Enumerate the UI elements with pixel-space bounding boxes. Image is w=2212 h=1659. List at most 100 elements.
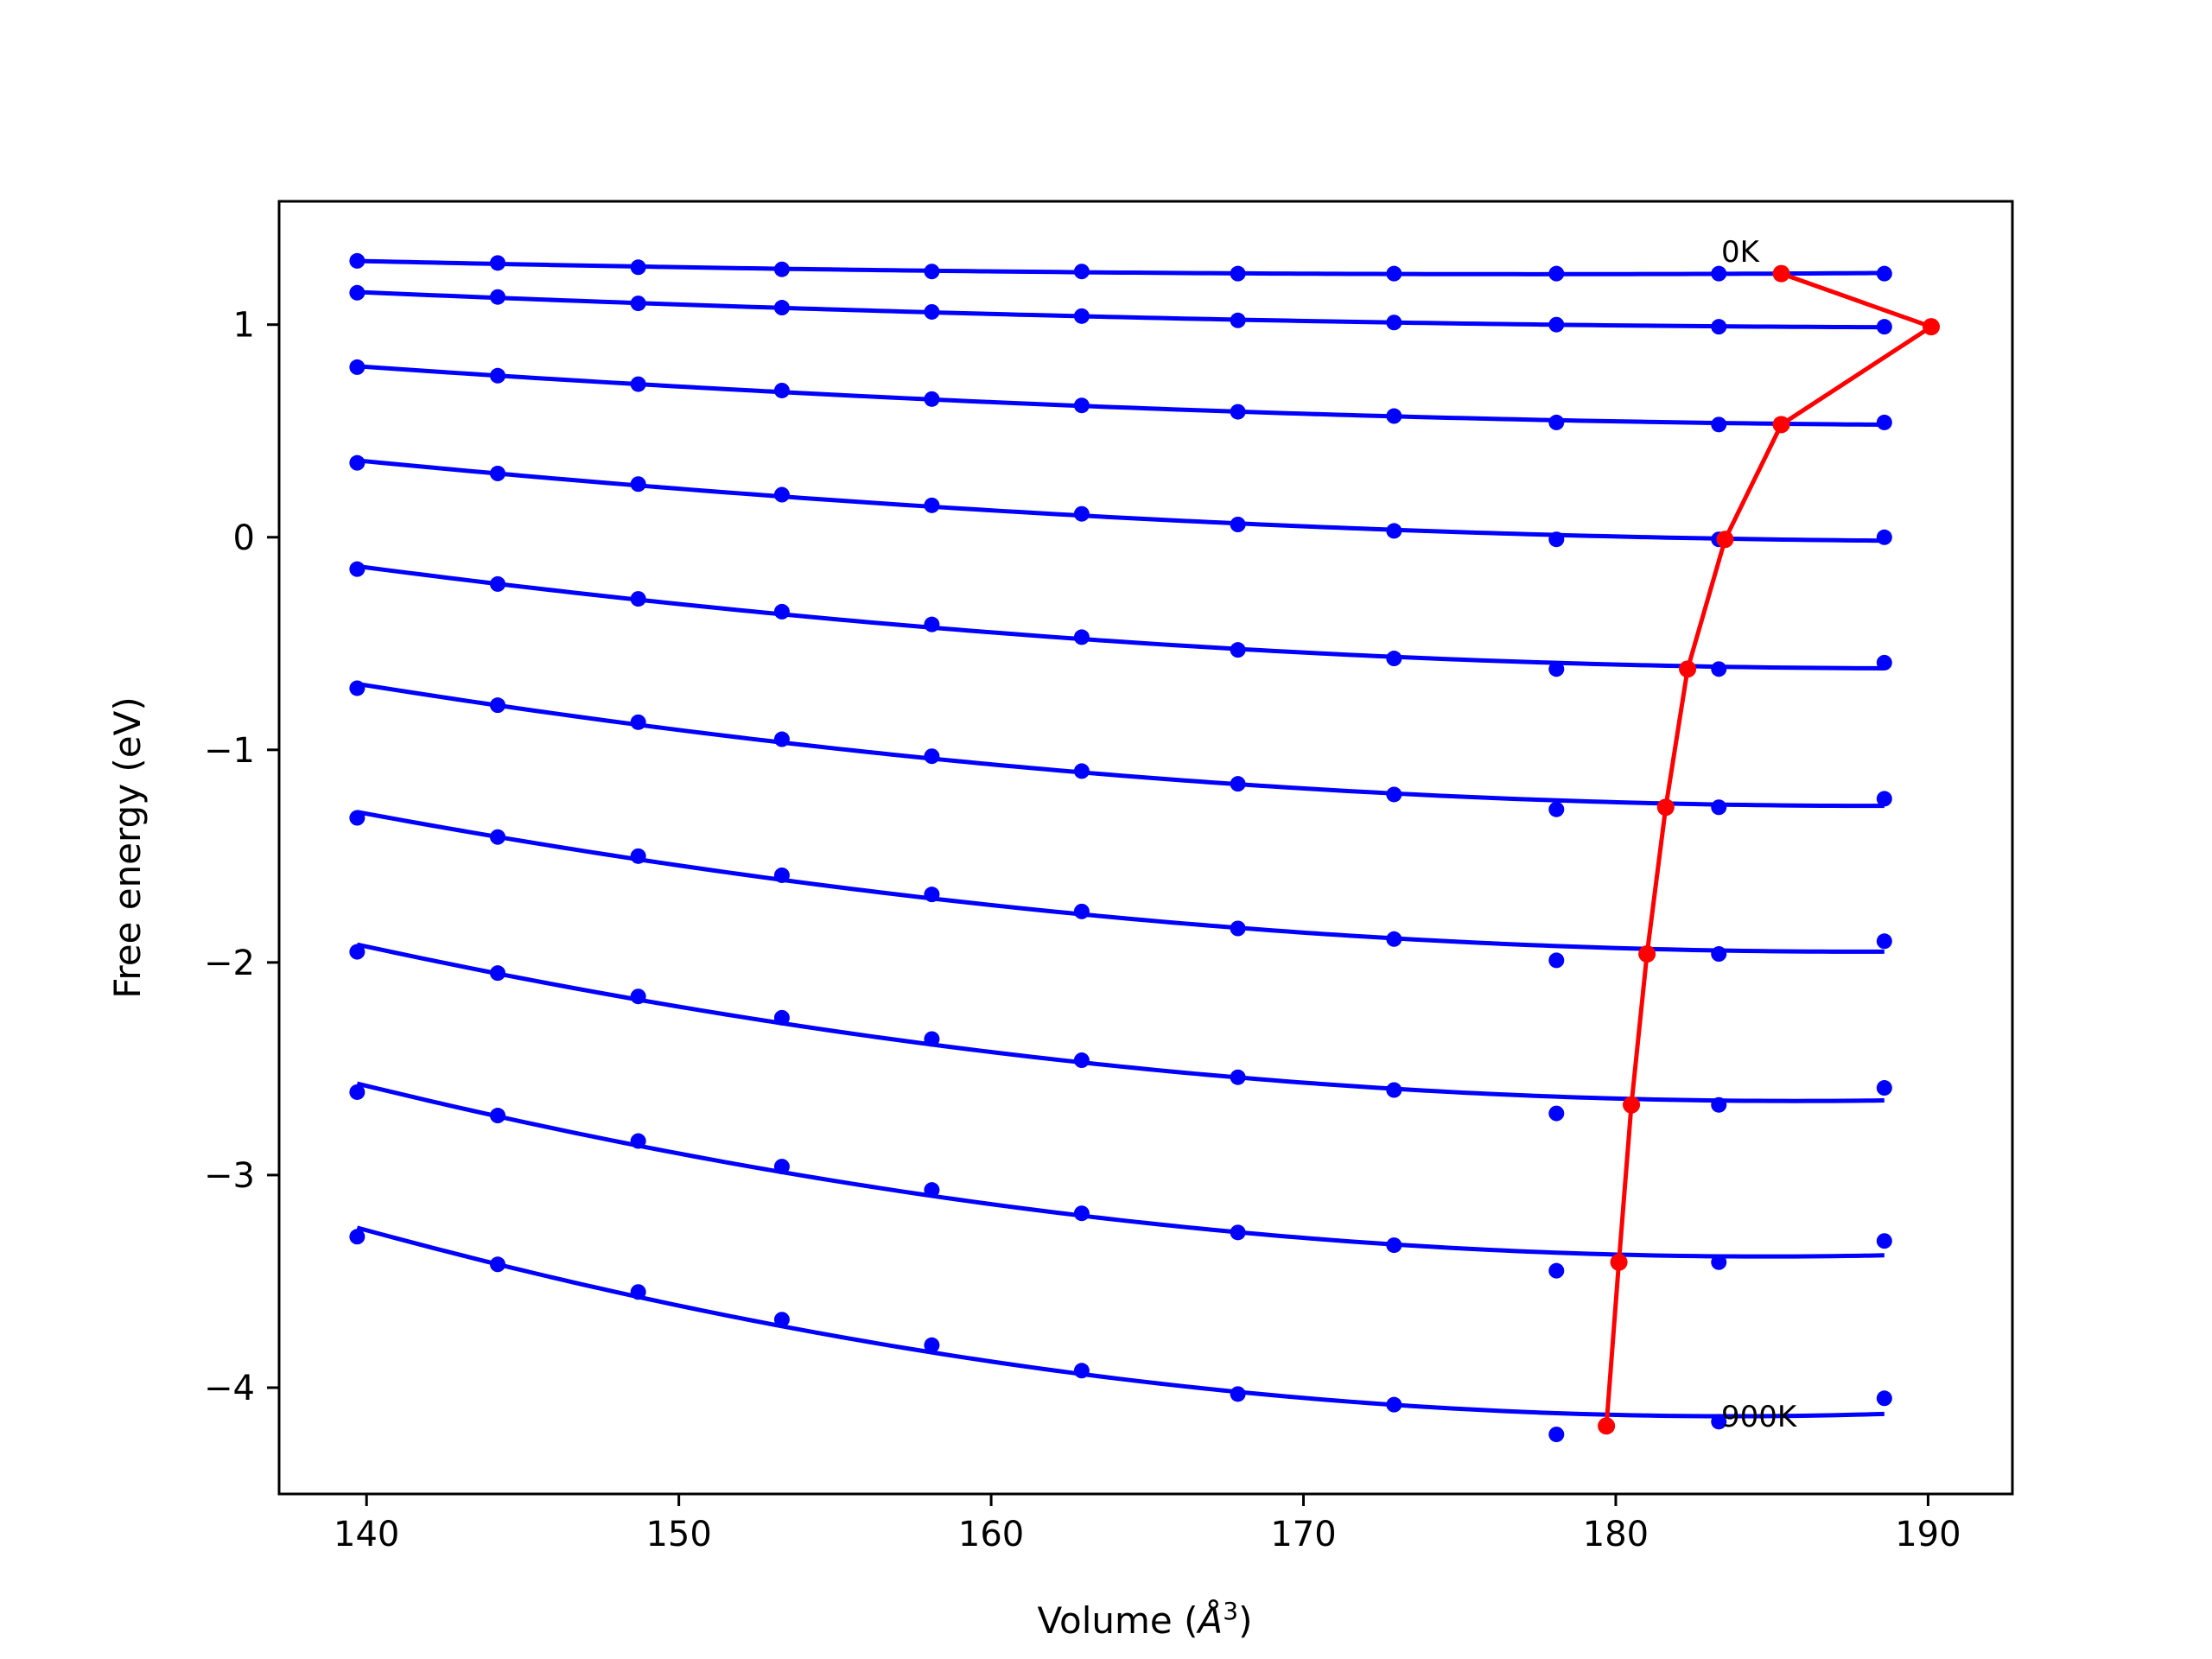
minimum-point xyxy=(1772,264,1790,283)
data-point xyxy=(1073,264,1090,280)
data-point xyxy=(1073,1363,1090,1379)
y-tick-label: −3 xyxy=(204,1156,255,1196)
data-point xyxy=(1548,531,1565,548)
data-point xyxy=(1548,316,1565,333)
data-point xyxy=(773,603,790,620)
y-axis-label: Free energy (eV) xyxy=(106,696,149,999)
data-point xyxy=(1073,629,1090,645)
data-point xyxy=(490,697,506,714)
annotation-900k: 900K xyxy=(1721,1400,1798,1434)
x-tick-label: 170 xyxy=(1270,1515,1336,1554)
data-point xyxy=(490,829,506,845)
data-point xyxy=(490,575,506,592)
data-point xyxy=(1073,903,1090,919)
data-point xyxy=(773,867,790,883)
data-point xyxy=(1876,414,1892,430)
data-point xyxy=(1073,763,1090,779)
y-tick-label: 0 xyxy=(233,518,255,558)
minimum-point xyxy=(1610,1253,1628,1271)
minimum-point xyxy=(1679,660,1697,678)
data-point xyxy=(1386,931,1402,947)
data-point xyxy=(349,810,365,826)
data-point xyxy=(630,714,646,730)
data-point xyxy=(1073,1205,1090,1222)
data-point xyxy=(630,848,646,864)
data-point xyxy=(490,1108,506,1124)
minimum-locus-line xyxy=(1604,271,1936,1427)
data-point xyxy=(1876,1390,1892,1407)
data-point xyxy=(1876,1233,1892,1249)
data-point xyxy=(349,359,365,375)
data-point xyxy=(1711,1414,1727,1430)
data-point xyxy=(924,497,940,513)
x-tick-label: 140 xyxy=(334,1515,399,1554)
x-tick-label: 180 xyxy=(1583,1515,1649,1554)
data-point xyxy=(1073,397,1090,414)
data-point xyxy=(490,289,506,305)
data-point xyxy=(773,1159,790,1175)
data-point xyxy=(1548,952,1565,969)
data-point xyxy=(630,591,646,607)
data-point xyxy=(1230,920,1246,937)
data-point xyxy=(773,382,790,398)
fit-curve-5 xyxy=(356,682,1885,809)
minimum-point xyxy=(1623,1096,1641,1114)
data-point xyxy=(773,486,790,503)
data-point xyxy=(1548,1427,1565,1443)
x-axis-ticks: 140 150 160 170 180 190 xyxy=(334,1494,1961,1554)
data-point xyxy=(1711,319,1727,335)
fit-curve-0 xyxy=(357,258,1885,276)
data-point xyxy=(1386,1082,1402,1098)
fit-curve-3 xyxy=(357,458,1885,543)
data-point xyxy=(1230,642,1246,658)
data-point xyxy=(1230,1386,1246,1402)
data-point xyxy=(349,252,365,269)
data-point xyxy=(924,391,940,407)
fit-curve-8 xyxy=(356,1081,1885,1259)
fit-curve-6 xyxy=(356,810,1885,954)
data-point xyxy=(349,1229,365,1245)
data-point xyxy=(924,748,940,765)
data-point xyxy=(1073,308,1090,324)
data-point xyxy=(1386,1396,1402,1413)
data-point xyxy=(773,300,790,316)
data-point xyxy=(1073,1052,1090,1069)
data-point xyxy=(1711,661,1727,677)
data-point xyxy=(1711,265,1727,282)
data-point xyxy=(773,261,790,277)
y-tick-label: −2 xyxy=(204,944,255,983)
minimum-point xyxy=(1656,798,1675,817)
y-tick-label: −1 xyxy=(204,731,255,771)
data-point xyxy=(630,1133,646,1149)
data-point xyxy=(924,616,940,632)
data-point xyxy=(1230,1069,1246,1085)
data-point xyxy=(1386,1237,1402,1254)
data-point xyxy=(630,476,646,493)
data-point xyxy=(349,680,365,696)
minimum-point xyxy=(1598,1417,1616,1435)
data-point xyxy=(1548,801,1565,817)
data-point xyxy=(1548,1105,1565,1122)
data-point xyxy=(490,367,506,384)
data-point xyxy=(1548,1262,1565,1279)
plot-area xyxy=(349,252,1941,1443)
data-point xyxy=(1230,517,1246,532)
data-point xyxy=(1876,1080,1892,1096)
data-point xyxy=(773,731,790,747)
data-point xyxy=(490,1256,506,1273)
axes-frame xyxy=(277,200,2014,1496)
data-point xyxy=(349,284,365,301)
data-point xyxy=(349,1084,365,1100)
data-point xyxy=(630,259,646,276)
data-point xyxy=(1386,786,1402,803)
data-point xyxy=(1548,265,1565,282)
data-point xyxy=(1876,319,1892,335)
data-point xyxy=(630,376,646,392)
data-point xyxy=(773,1312,790,1328)
y-tick-label: −4 xyxy=(204,1369,255,1408)
data-point xyxy=(1386,315,1402,331)
data-point xyxy=(349,454,365,471)
data-point xyxy=(1386,523,1402,539)
